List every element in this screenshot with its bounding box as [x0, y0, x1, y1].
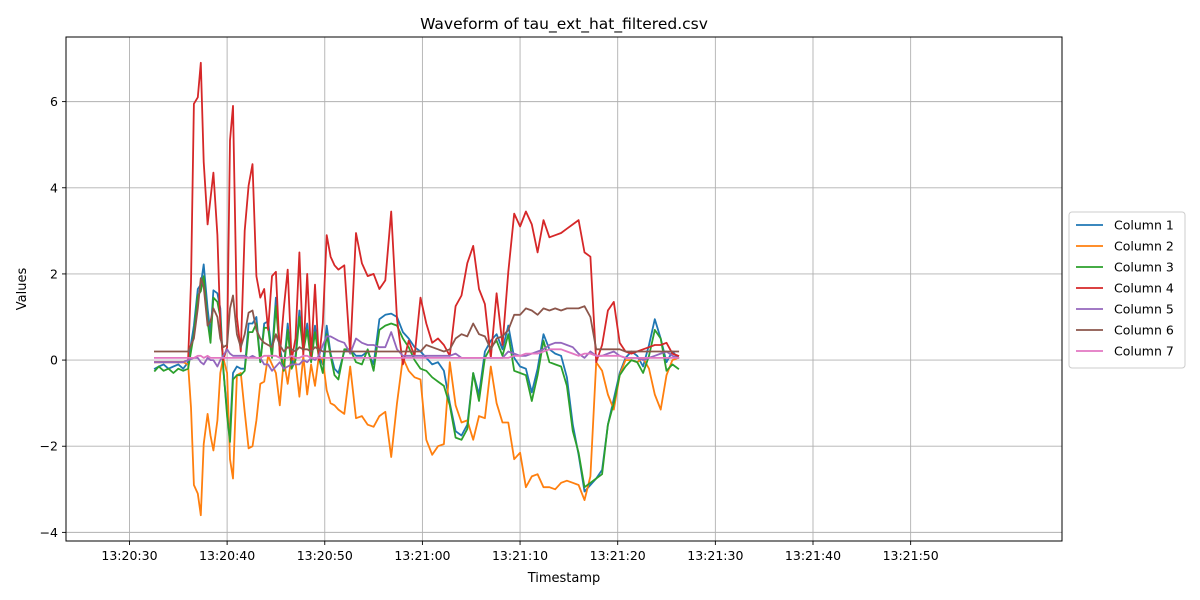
- legend-label: Column 1: [1114, 218, 1174, 233]
- axis-ticks: 13:20:30 13:20:40 13:20:50 13:21:00 13:21:10…: [40, 94, 939, 563]
- x-tick-label: 13:21:30: [687, 548, 743, 563]
- x-tick-label: 13:21:00: [394, 548, 450, 563]
- x-tick-label: 13:20:40: [199, 548, 255, 563]
- series-line-column-6: [154, 277, 680, 353]
- legend-label: Column 5: [1114, 302, 1174, 317]
- plot-frame: [65, 36, 1063, 542]
- x-tick-label: 13:21:10: [492, 548, 548, 563]
- series-line-column-5: [154, 331, 680, 372]
- series-line-column-4: [154, 61, 680, 366]
- y-tick-label: −2: [40, 439, 58, 454]
- x-tick-label: 13:20:50: [297, 548, 353, 563]
- legend-label: Column 7: [1114, 344, 1174, 359]
- x-tick-label: 13:21:40: [785, 548, 841, 563]
- series-line-column-7: [154, 348, 680, 359]
- legend-label: Column 4: [1114, 281, 1174, 296]
- y-tick-label: 0: [50, 353, 58, 368]
- x-tick-label: 13:21:50: [883, 548, 939, 563]
- x-tick-label: 13:21:20: [590, 548, 646, 563]
- y-tick-label: 6: [50, 94, 58, 109]
- chart-title: Waveform of tau_ext_hat_filtered.csv: [420, 15, 708, 34]
- legend-label: Column 6: [1114, 323, 1174, 338]
- y-tick-label: −4: [40, 525, 58, 540]
- y-axis-label: Values: [15, 268, 30, 311]
- legend-label: Column 2: [1114, 239, 1174, 254]
- gridlines: [66, 37, 1062, 541]
- y-tick-label: 2: [50, 266, 58, 281]
- x-tick-label: 13:20:30: [101, 548, 157, 563]
- x-axis-label: Timestamp: [527, 571, 601, 586]
- legend-box: [1068, 211, 1186, 369]
- series-lines: [153, 61, 680, 517]
- legend: Column 1 Column 2 Column 3 Column 4 Column 5…: [1068, 211, 1186, 369]
- series-line-column-3: [153, 275, 680, 489]
- legend-label: Column 3: [1114, 260, 1174, 275]
- y-tick-label: 4: [50, 180, 58, 195]
